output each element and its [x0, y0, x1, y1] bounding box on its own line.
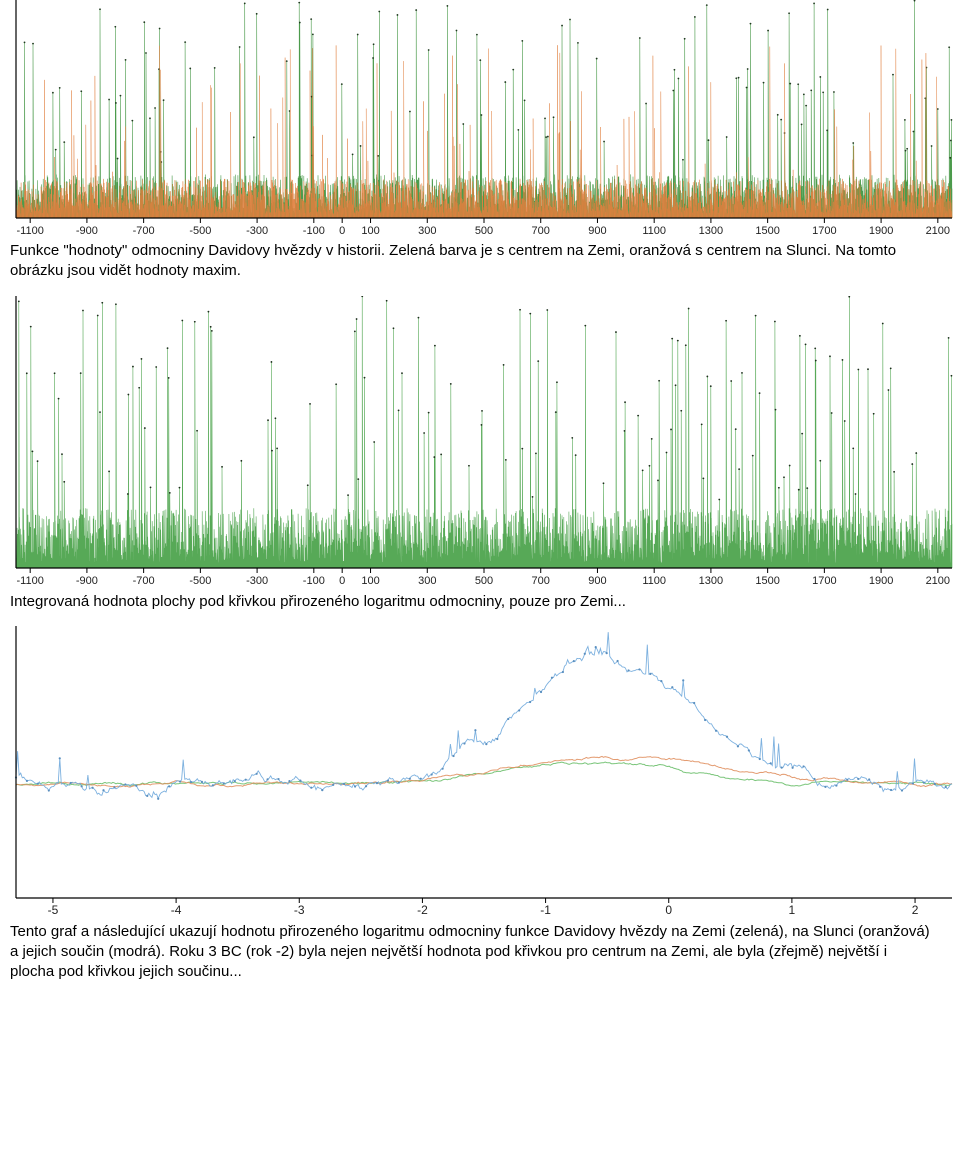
svg-text:2100: 2100: [926, 575, 950, 586]
chart-1-hodnoty-odmocniny: -1100 -900 -700 -500 -300 -100 0 100 300 500 700 90…: [0, 0, 960, 235]
svg-text:-3: -3: [294, 903, 305, 916]
chart-2-caption: Integrovaná hodnota plochy pod křivkou p…: [0, 586, 940, 626]
svg-text:100: 100: [361, 575, 379, 586]
svg-text:-900: -900: [76, 225, 98, 235]
svg-text:1700: 1700: [812, 225, 836, 235]
svg-text:-2: -2: [417, 903, 428, 916]
svg-text:2: 2: [912, 903, 919, 916]
svg-text:-300: -300: [246, 575, 268, 586]
svg-text:-700: -700: [133, 575, 155, 586]
svg-text:1300: 1300: [699, 225, 723, 235]
svg-text:-5: -5: [48, 903, 59, 916]
svg-text:-4: -4: [171, 903, 182, 916]
svg-text:500: 500: [475, 225, 493, 235]
svg-text:-100: -100: [303, 575, 325, 586]
svg-text:1500: 1500: [755, 225, 779, 235]
svg-text:-1100: -1100: [17, 575, 44, 586]
svg-text:1500: 1500: [755, 575, 779, 586]
svg-text:100: 100: [361, 225, 379, 235]
svg-text:1: 1: [789, 903, 796, 916]
svg-text:0: 0: [339, 575, 345, 586]
svg-text:500: 500: [475, 575, 493, 586]
svg-text:-700: -700: [133, 225, 155, 235]
svg-text:700: 700: [532, 225, 550, 235]
svg-text:1300: 1300: [699, 575, 723, 586]
svg-text:1100: 1100: [642, 225, 666, 235]
chart-1-caption: Funkce "hodnoty" odmocniny Davidovy hvěz…: [0, 235, 940, 296]
svg-text:1100: 1100: [642, 575, 666, 586]
svg-text:300: 300: [418, 575, 436, 586]
svg-text:-100: -100: [303, 225, 325, 235]
svg-text:900: 900: [588, 225, 606, 235]
svg-text:0: 0: [339, 225, 345, 235]
svg-text:-500: -500: [189, 575, 211, 586]
svg-text:-900: -900: [76, 575, 98, 586]
svg-text:700: 700: [532, 575, 550, 586]
svg-text:0: 0: [665, 903, 672, 916]
svg-text:-300: -300: [246, 225, 268, 235]
svg-text:-500: -500: [189, 225, 211, 235]
chart-3-prirozeny-logaritmus: -5 -4 -3 -2 -1 0 1 2: [0, 626, 960, 916]
svg-text:-1: -1: [540, 903, 551, 916]
svg-text:300: 300: [418, 225, 436, 235]
svg-text:-1100: -1100: [17, 225, 44, 235]
svg-text:900: 900: [588, 575, 606, 586]
chart-2-integrovana-hodnota: -1100 -900 -700 -500 -300 -100 0 100 300 500 700 90…: [0, 296, 960, 586]
svg-text:1900: 1900: [869, 575, 893, 586]
svg-text:1900: 1900: [869, 225, 893, 235]
svg-text:1700: 1700: [812, 575, 836, 586]
chart-3-caption: Tento graf a následující ukazují hodnotu…: [0, 916, 940, 997]
svg-text:2100: 2100: [926, 225, 950, 235]
